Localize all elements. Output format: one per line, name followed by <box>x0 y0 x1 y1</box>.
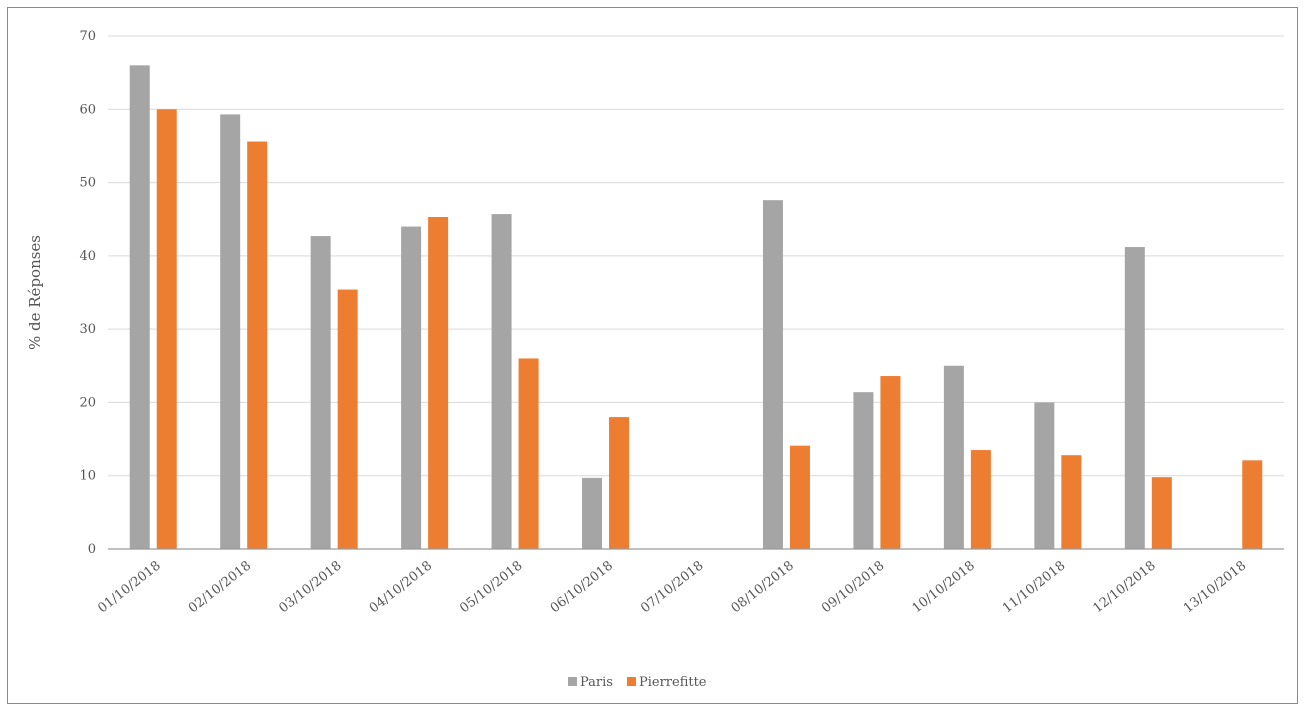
bar-paris-2 <box>220 114 241 549</box>
y-tick-label: 40 <box>79 249 96 264</box>
bar-paris-4 <box>401 226 422 550</box>
gridlines <box>108 35 1284 477</box>
bar-paris-1 <box>129 65 150 550</box>
legend: Paris Pierrefitte <box>568 675 707 690</box>
bar-pierrefitte-8 <box>789 445 810 549</box>
bar-pierrefitte-13 <box>1242 460 1263 549</box>
bar-paris-6 <box>582 477 603 549</box>
bar-pierrefitte-1 <box>156 109 177 550</box>
y-tick-label: 50 <box>79 176 96 191</box>
y-axis-title: % de Réponses <box>26 235 44 350</box>
x-tick-label: 05/10/2018 <box>457 558 525 616</box>
bar-pierrefitte-6 <box>609 417 630 549</box>
bar-paris-11 <box>1034 402 1055 549</box>
y-tick-label: 30 <box>79 322 96 337</box>
x-tick-label: 11/10/2018 <box>1000 558 1068 616</box>
y-axis-ticks: 0 10 20 30 40 50 60 70 <box>79 29 96 557</box>
x-tick-label: 13/10/2018 <box>1181 558 1249 616</box>
bar-pierrefitte-10 <box>970 450 991 549</box>
x-tick-label: 06/10/2018 <box>548 558 616 616</box>
bar-paris-10 <box>943 365 964 549</box>
legend-label-pierrefitte: Pierrefitte <box>639 675 707 690</box>
bar-pierrefitte-5 <box>518 358 539 549</box>
legend-label-paris: Paris <box>580 675 613 690</box>
chart-frame: 0 10 20 30 40 50 60 70 01/10/2018 02/10/2018 03/1… <box>7 7 1298 704</box>
bar-pierrefitte-9 <box>880 376 901 549</box>
x-tick-label: 01/10/2018 <box>95 558 163 616</box>
bar-chart: 0 10 20 30 40 50 60 70 01/10/2018 02/10/2018 03/1… <box>26 29 1284 690</box>
x-tick-label: 07/10/2018 <box>638 558 706 616</box>
bar-paris-5 <box>491 214 512 549</box>
bar-pierrefitte-12 <box>1151 477 1172 549</box>
bar-paris-12 <box>1124 247 1145 549</box>
bar-paris-3 <box>310 236 331 549</box>
x-tick-label: 08/10/2018 <box>729 558 797 616</box>
x-axis-labels: 01/10/2018 02/10/2018 03/10/2018 04/10/2018… <box>95 558 1249 616</box>
legend-swatch-pierrefitte <box>626 677 636 686</box>
y-tick-label: 60 <box>79 102 96 117</box>
y-tick-label: 20 <box>79 395 96 410</box>
x-tick-label: 10/10/2018 <box>910 558 978 616</box>
bar-pierrefitte-11 <box>1061 455 1082 549</box>
legend-swatch-paris <box>568 677 577 686</box>
x-tick-label: 02/10/2018 <box>186 558 254 616</box>
bar-pierrefitte-2 <box>247 141 268 549</box>
bar-paris-9 <box>853 392 874 549</box>
y-tick-label: 10 <box>79 469 96 484</box>
x-tick-label: 12/10/2018 <box>1090 558 1158 616</box>
bar-pierrefitte-4 <box>428 217 449 549</box>
bars <box>129 65 1263 550</box>
x-tick-label: 03/10/2018 <box>276 558 344 616</box>
bar-pierrefitte-3 <box>337 289 358 549</box>
y-tick-label: 70 <box>79 29 96 44</box>
x-tick-label: 09/10/2018 <box>819 558 887 616</box>
x-tick-label: 04/10/2018 <box>367 558 435 616</box>
y-tick-label: 0 <box>88 542 96 557</box>
bar-paris-8 <box>762 200 783 549</box>
